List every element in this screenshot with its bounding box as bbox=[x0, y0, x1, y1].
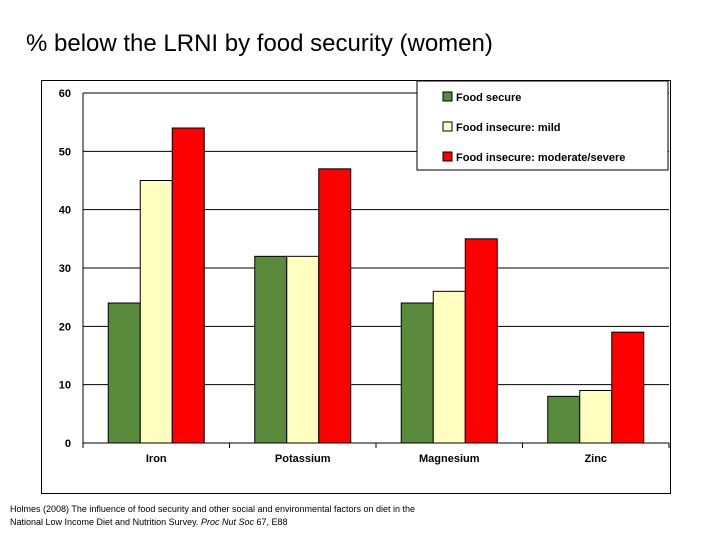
legend-swatch bbox=[442, 151, 453, 162]
chart-frame bbox=[41, 80, 671, 494]
legend-label: Food insecure: mild bbox=[456, 122, 561, 134]
bar bbox=[107, 302, 141, 444]
x-category-label: Zinc bbox=[584, 453, 607, 465]
bar bbox=[400, 302, 434, 444]
citation-journal: Proc Nut Soc bbox=[200, 517, 254, 527]
y-tick-label: 20 bbox=[59, 321, 71, 333]
legend-label: Food secure bbox=[456, 92, 521, 104]
x-category-label: Iron bbox=[146, 453, 167, 465]
bar bbox=[318, 168, 352, 444]
bar bbox=[139, 180, 173, 444]
bar-chart: 0 10 20 30 40 50 60 Iron Potassium Magnesium Zinc F… bbox=[59, 80, 670, 465]
y-tick-label: 30 bbox=[59, 263, 71, 275]
x-category-label: Magnesium bbox=[419, 453, 480, 465]
legend-swatch bbox=[442, 121, 453, 132]
y-tick-label: 50 bbox=[59, 146, 71, 158]
bar bbox=[254, 255, 288, 444]
y-tick-label: 10 bbox=[59, 380, 71, 392]
citation-line-1: Holmes (2008) The influence of food secu… bbox=[10, 504, 416, 514]
y-tick-label: 40 bbox=[59, 205, 71, 217]
y-tick-label: 60 bbox=[59, 88, 71, 100]
citation-line-2-prefix: National Low Income Diet and Nutrition S… bbox=[10, 517, 201, 527]
bar bbox=[286, 255, 320, 444]
y-tick-label: 0 bbox=[65, 438, 71, 450]
legend-swatch bbox=[442, 91, 453, 102]
legend-label: Food insecure: moderate/severe bbox=[456, 152, 625, 164]
bar bbox=[547, 395, 581, 444]
slide-title: % below the LRNI by food security (women… bbox=[26, 30, 493, 57]
bar bbox=[579, 390, 613, 444]
legend-box bbox=[416, 80, 669, 171]
x-category-label: Potassium bbox=[275, 453, 331, 465]
citation-line-2-suffix: 67, E88 bbox=[253, 517, 288, 527]
bar bbox=[464, 238, 498, 444]
citation-line-2: National Low Income Diet and Nutrition S… bbox=[10, 516, 610, 529]
bar bbox=[432, 290, 466, 444]
citation-caption: Holmes (2008) The influence of food secu… bbox=[10, 503, 610, 529]
bar bbox=[611, 331, 645, 444]
bar bbox=[171, 127, 205, 444]
